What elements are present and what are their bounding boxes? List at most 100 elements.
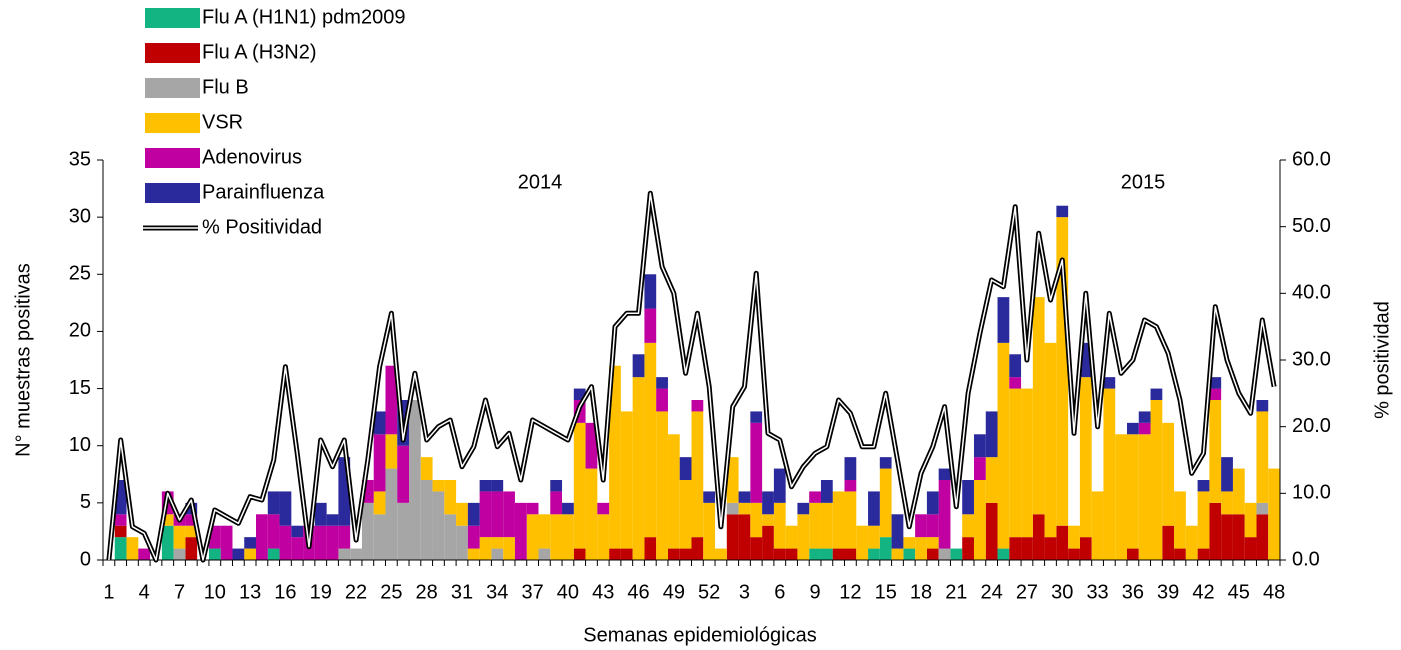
- bar-segment: [338, 548, 351, 560]
- bar-segment: [1256, 514, 1269, 560]
- bar-segment: [114, 537, 127, 560]
- bar-segment: [879, 468, 892, 538]
- x-tick-label: 21: [945, 581, 967, 603]
- bar-segment: [620, 548, 633, 560]
- bar-segment: [479, 480, 492, 492]
- bar-segment: [820, 548, 833, 560]
- bar-segment: [126, 537, 139, 560]
- annotation: 2015: [1121, 171, 1166, 193]
- bar-segment: [915, 514, 927, 538]
- x-tick-label: 42: [1192, 581, 1214, 603]
- bar-segment: [726, 502, 739, 515]
- x-tick-label: 31: [451, 581, 473, 603]
- bar-segment: [868, 548, 880, 560]
- bar-segment: [373, 434, 386, 492]
- bar-segment: [844, 457, 857, 480]
- bar-segment: [938, 468, 951, 480]
- y2-tick-label: 30.0: [1292, 348, 1331, 370]
- bar-segment: [750, 422, 763, 503]
- bar-segment: [503, 537, 515, 560]
- bar-segment: [1021, 388, 1033, 538]
- legend-label: VSR: [202, 111, 243, 133]
- bar-segment: [361, 502, 374, 560]
- bar-segment: [1221, 514, 1233, 560]
- x-tick-label: 4: [139, 581, 150, 603]
- bar-segment: [256, 514, 268, 560]
- bar-segment: [1056, 205, 1069, 218]
- bar-segment: [1197, 548, 1210, 560]
- bar-segment: [679, 457, 692, 480]
- bar-segment: [597, 514, 610, 560]
- bar-segment: [738, 491, 751, 503]
- bar-segment: [338, 525, 351, 549]
- bar-segment: [550, 514, 563, 560]
- bar-segment: [915, 537, 927, 560]
- bar-segment: [373, 491, 386, 515]
- bar-segment: [1209, 400, 1222, 503]
- bar-segment: [1209, 502, 1222, 560]
- bar-segment: [820, 502, 833, 549]
- bar-segment: [691, 537, 704, 560]
- legend-label: Flu A (H3N2): [202, 41, 316, 63]
- bar-segment: [573, 548, 586, 560]
- bar-segment: [1162, 525, 1175, 560]
- x-tick-label: 10: [204, 581, 226, 603]
- x-tick-label: 40: [557, 581, 579, 603]
- bar-segment: [997, 548, 1010, 560]
- bar-segment: [491, 537, 504, 549]
- bar-segment: [879, 537, 892, 560]
- bar-segment: [385, 434, 398, 469]
- bar-segment: [161, 514, 174, 526]
- bar-segment: [1056, 217, 1069, 526]
- x-tick-label: 1: [103, 581, 114, 603]
- bar-segment: [432, 491, 445, 560]
- bar-segment: [1103, 388, 1116, 560]
- bar-segment: [985, 502, 998, 560]
- bar-segment: [1079, 342, 1092, 378]
- bar-segment: [750, 502, 763, 538]
- bar-segment: [1150, 400, 1163, 560]
- bar-segment: [597, 502, 610, 515]
- x-tick-label: 43: [592, 581, 614, 603]
- bar-segment: [609, 365, 621, 549]
- bar-segment: [691, 411, 704, 538]
- bar-segment: [373, 411, 386, 435]
- bar-segment: [1091, 491, 1104, 560]
- legend-swatch: [145, 113, 200, 133]
- bar-segment: [1009, 377, 1022, 389]
- bar-segment: [114, 480, 127, 515]
- bar-segment: [161, 525, 174, 560]
- x-tick-label: 6: [774, 581, 785, 603]
- bar-segment: [456, 525, 468, 560]
- y2-tick-label: 40.0: [1292, 282, 1331, 304]
- bar-segment: [609, 548, 621, 560]
- bar-segment: [585, 468, 598, 560]
- bar-segment: [773, 548, 786, 560]
- x-tick-label: 22: [345, 581, 367, 603]
- bar-segment: [244, 548, 257, 560]
- x-tick-label: 7: [174, 581, 185, 603]
- bar-segment: [1056, 525, 1069, 560]
- bar-segment: [208, 548, 221, 560]
- bar-segment: [1232, 468, 1245, 515]
- y2-axis-title: % positividad: [1371, 301, 1393, 419]
- bar-segment: [114, 525, 127, 538]
- bar-segment: [267, 548, 280, 560]
- y2-tick-label: 0.0: [1292, 548, 1320, 570]
- legend-label: % Positividad: [202, 216, 322, 238]
- bar-segment: [644, 342, 657, 538]
- bar-segment: [385, 468, 398, 560]
- x-tick-label: 30: [1051, 581, 1073, 603]
- bar-segment: [1138, 434, 1151, 560]
- bar-segment: [762, 514, 774, 526]
- bar-segment: [467, 502, 480, 526]
- bar-segment: [573, 422, 586, 549]
- bar-segment: [891, 514, 904, 549]
- bar-segment: [361, 480, 374, 503]
- bar-segment: [644, 537, 657, 560]
- bar-segment: [420, 480, 433, 560]
- bar-segment: [632, 354, 645, 378]
- bar-segment: [538, 514, 551, 549]
- bar-segment: [208, 525, 221, 549]
- bar-segment: [467, 525, 480, 549]
